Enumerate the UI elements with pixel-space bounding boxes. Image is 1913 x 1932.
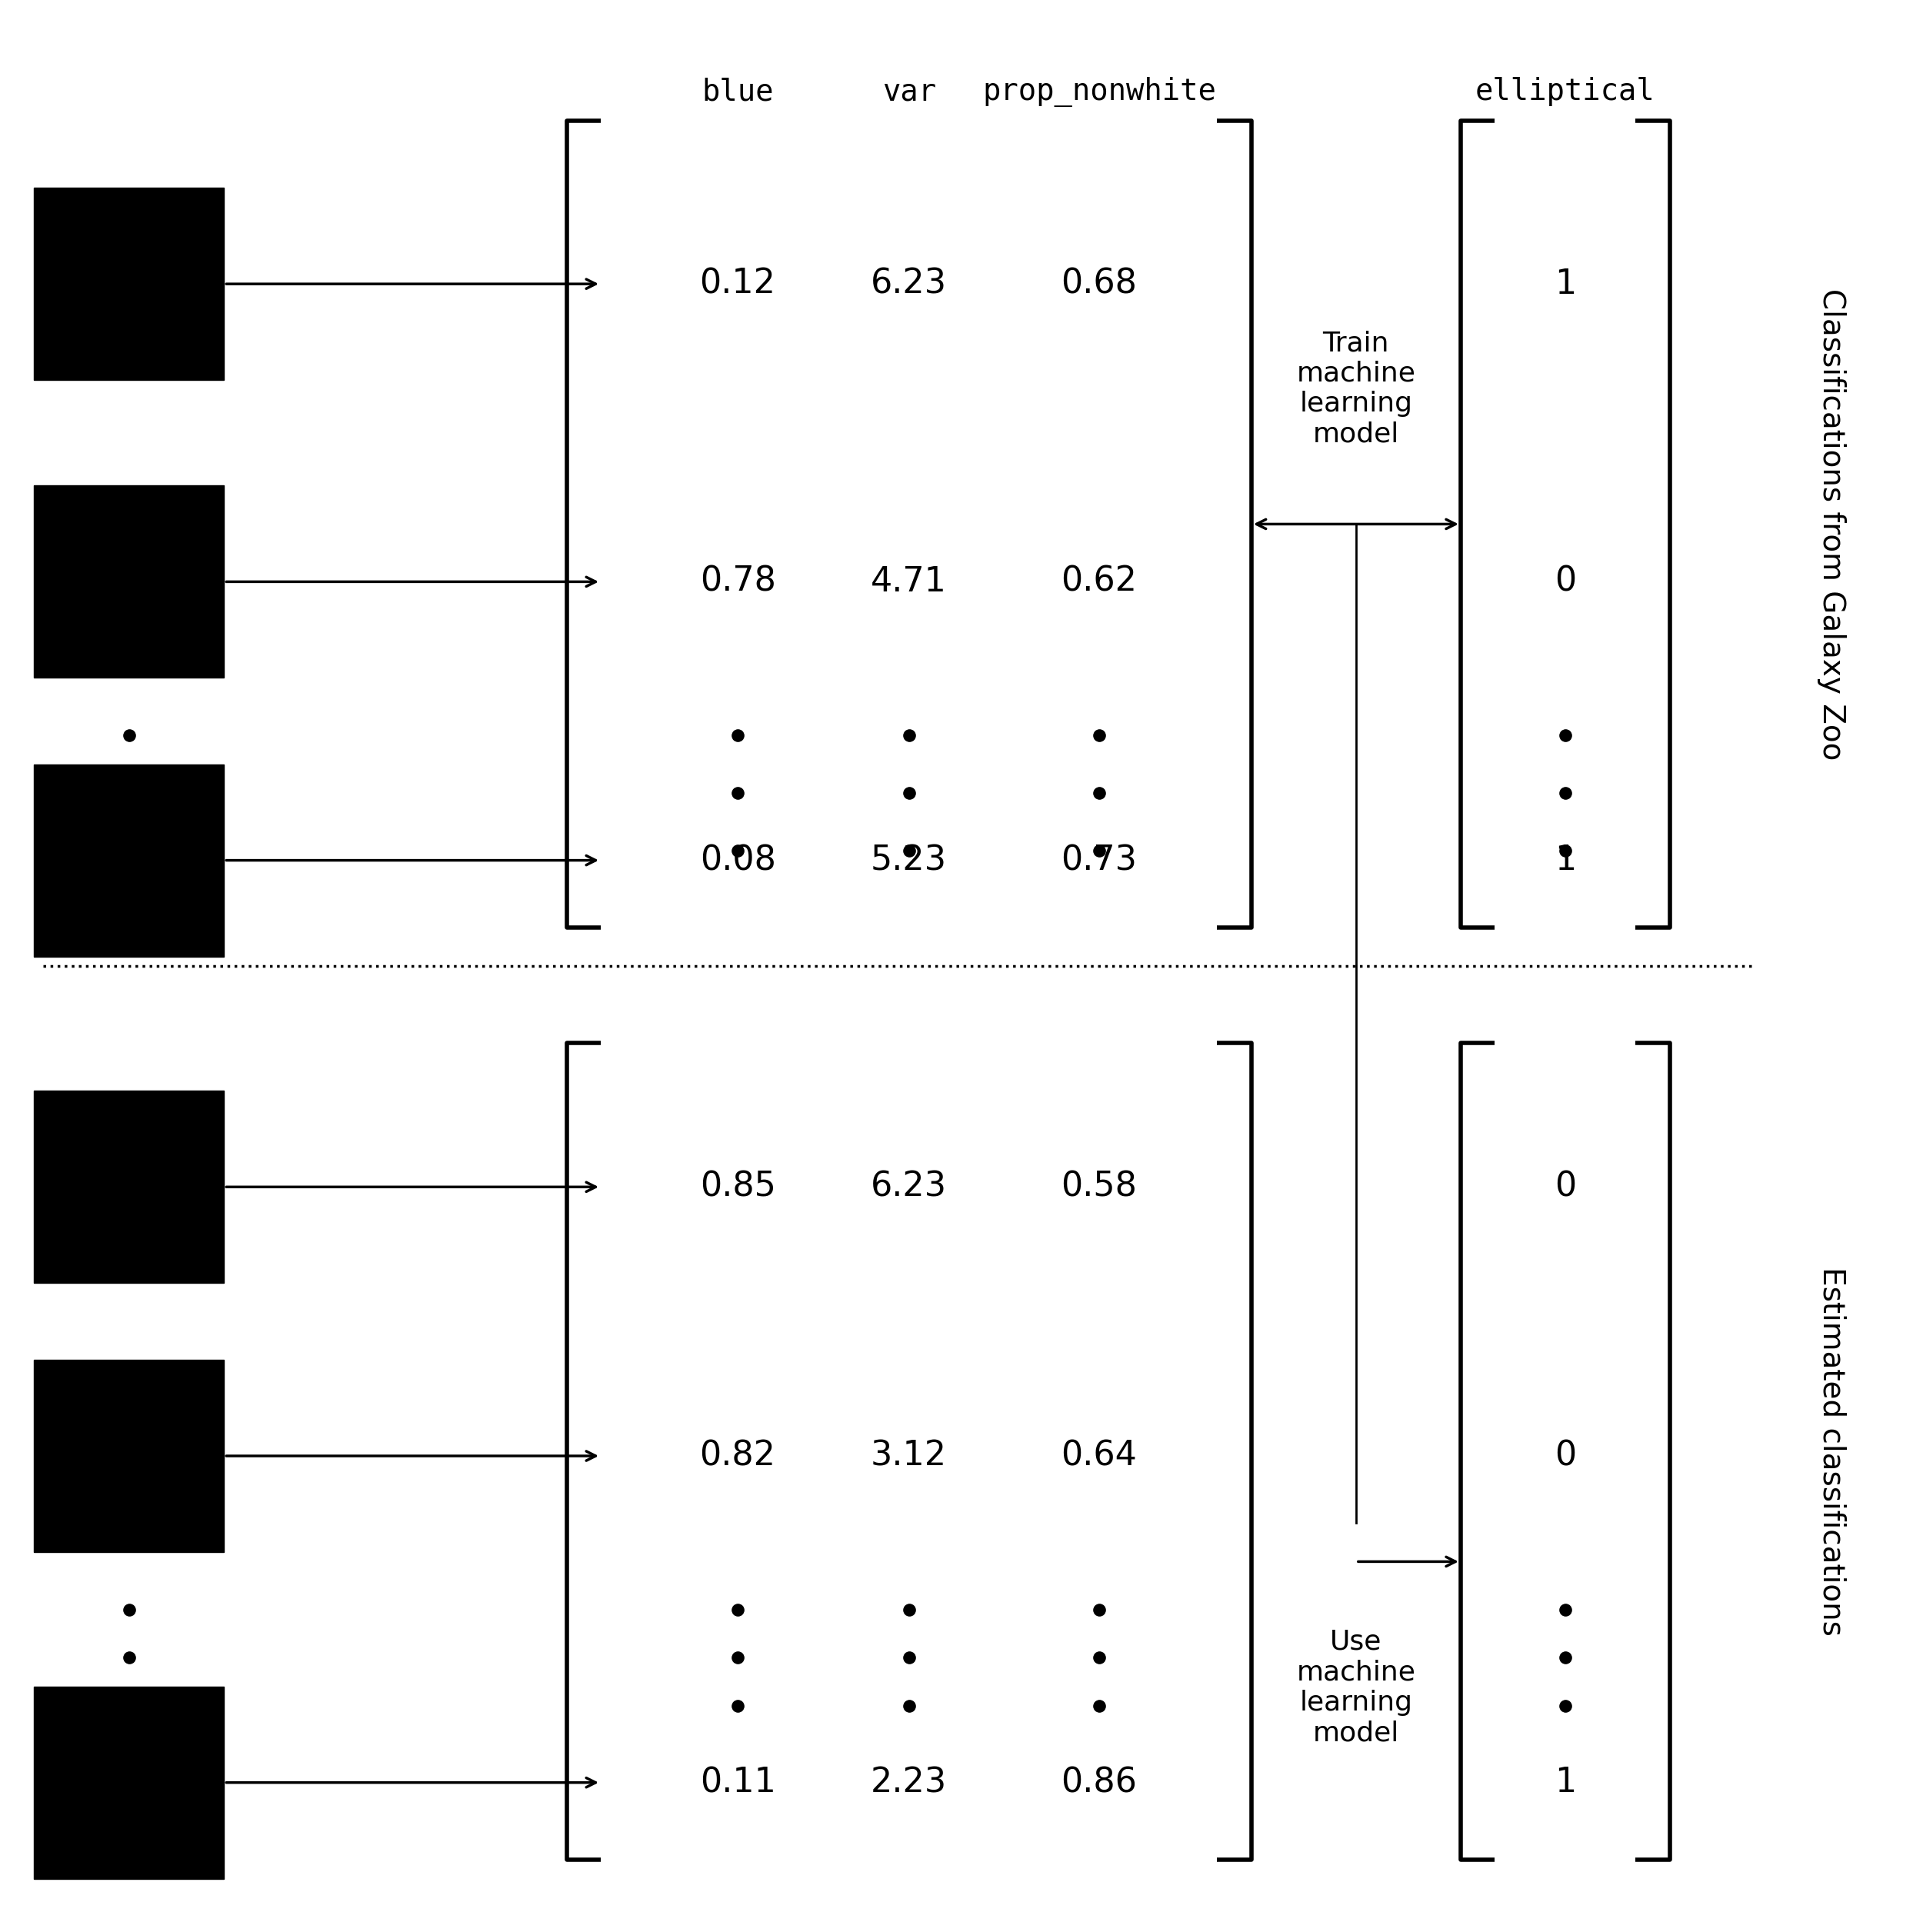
Point: [723, 1690, 754, 1721]
Text: 0.58: 0.58: [1062, 1171, 1136, 1204]
Text: 0.78: 0.78: [700, 566, 777, 599]
Text: 6.23: 6.23: [870, 1171, 947, 1204]
Text: 0.73: 0.73: [1062, 844, 1136, 877]
FancyBboxPatch shape: [34, 765, 224, 956]
FancyBboxPatch shape: [34, 1360, 224, 1551]
Point: [113, 721, 143, 752]
Text: Train
machine
learning
model: Train machine learning model: [1297, 330, 1416, 446]
Point: [1085, 777, 1115, 808]
Text: 1: 1: [1555, 844, 1576, 877]
Point: [113, 1690, 143, 1721]
Point: [893, 1642, 924, 1673]
Point: [1550, 777, 1580, 808]
Point: [723, 721, 754, 752]
Text: 0.12: 0.12: [700, 267, 777, 301]
Text: Estimated classifications: Estimated classifications: [1817, 1267, 1846, 1636]
Point: [723, 1642, 754, 1673]
Point: [893, 835, 924, 866]
Point: [1085, 1642, 1115, 1673]
Point: [723, 777, 754, 808]
Text: 4.71: 4.71: [870, 566, 947, 599]
Point: [1550, 1690, 1580, 1721]
Text: 0.08: 0.08: [700, 844, 777, 877]
Point: [113, 1642, 143, 1673]
Text: 0.62: 0.62: [1062, 566, 1136, 599]
Point: [1085, 1594, 1115, 1625]
Point: [893, 777, 924, 808]
Text: prop_nonwhite: prop_nonwhite: [981, 77, 1217, 106]
Point: [1550, 1642, 1580, 1673]
Text: 6.23: 6.23: [870, 267, 947, 301]
Point: [1085, 721, 1115, 752]
Point: [893, 1690, 924, 1721]
Point: [113, 835, 143, 866]
Text: elliptical: elliptical: [1475, 77, 1655, 106]
Text: 1: 1: [1555, 267, 1576, 301]
Text: var: var: [882, 77, 935, 106]
Text: Use
machine
learning
model: Use machine learning model: [1297, 1629, 1416, 1747]
Text: 0.68: 0.68: [1062, 267, 1136, 301]
Text: 0: 0: [1555, 566, 1576, 599]
Text: 0.11: 0.11: [700, 1766, 777, 1799]
FancyBboxPatch shape: [34, 485, 224, 678]
Text: 0.64: 0.64: [1062, 1439, 1136, 1472]
Point: [1550, 721, 1580, 752]
FancyBboxPatch shape: [34, 1092, 224, 1283]
Text: 1: 1: [1555, 1766, 1576, 1799]
Point: [113, 777, 143, 808]
Text: 0: 0: [1555, 1439, 1576, 1472]
Text: 0.85: 0.85: [700, 1171, 777, 1204]
Text: 3.12: 3.12: [870, 1439, 947, 1472]
Point: [723, 1594, 754, 1625]
Point: [1550, 835, 1580, 866]
FancyBboxPatch shape: [34, 187, 224, 381]
Point: [1085, 1690, 1115, 1721]
Point: [723, 835, 754, 866]
Text: blue: blue: [702, 77, 773, 106]
Point: [1550, 1594, 1580, 1625]
FancyBboxPatch shape: [34, 1687, 224, 1878]
Point: [113, 1594, 143, 1625]
Point: [1085, 835, 1115, 866]
Text: Classifications from Galaxy Zoo: Classifications from Galaxy Zoo: [1817, 288, 1846, 759]
Point: [893, 721, 924, 752]
Point: [893, 1594, 924, 1625]
Text: 0.86: 0.86: [1062, 1766, 1136, 1799]
Text: 2.23: 2.23: [870, 1766, 947, 1799]
Text: 0: 0: [1555, 1171, 1576, 1204]
Text: 0.82: 0.82: [700, 1439, 777, 1472]
Text: 5.23: 5.23: [870, 844, 947, 877]
